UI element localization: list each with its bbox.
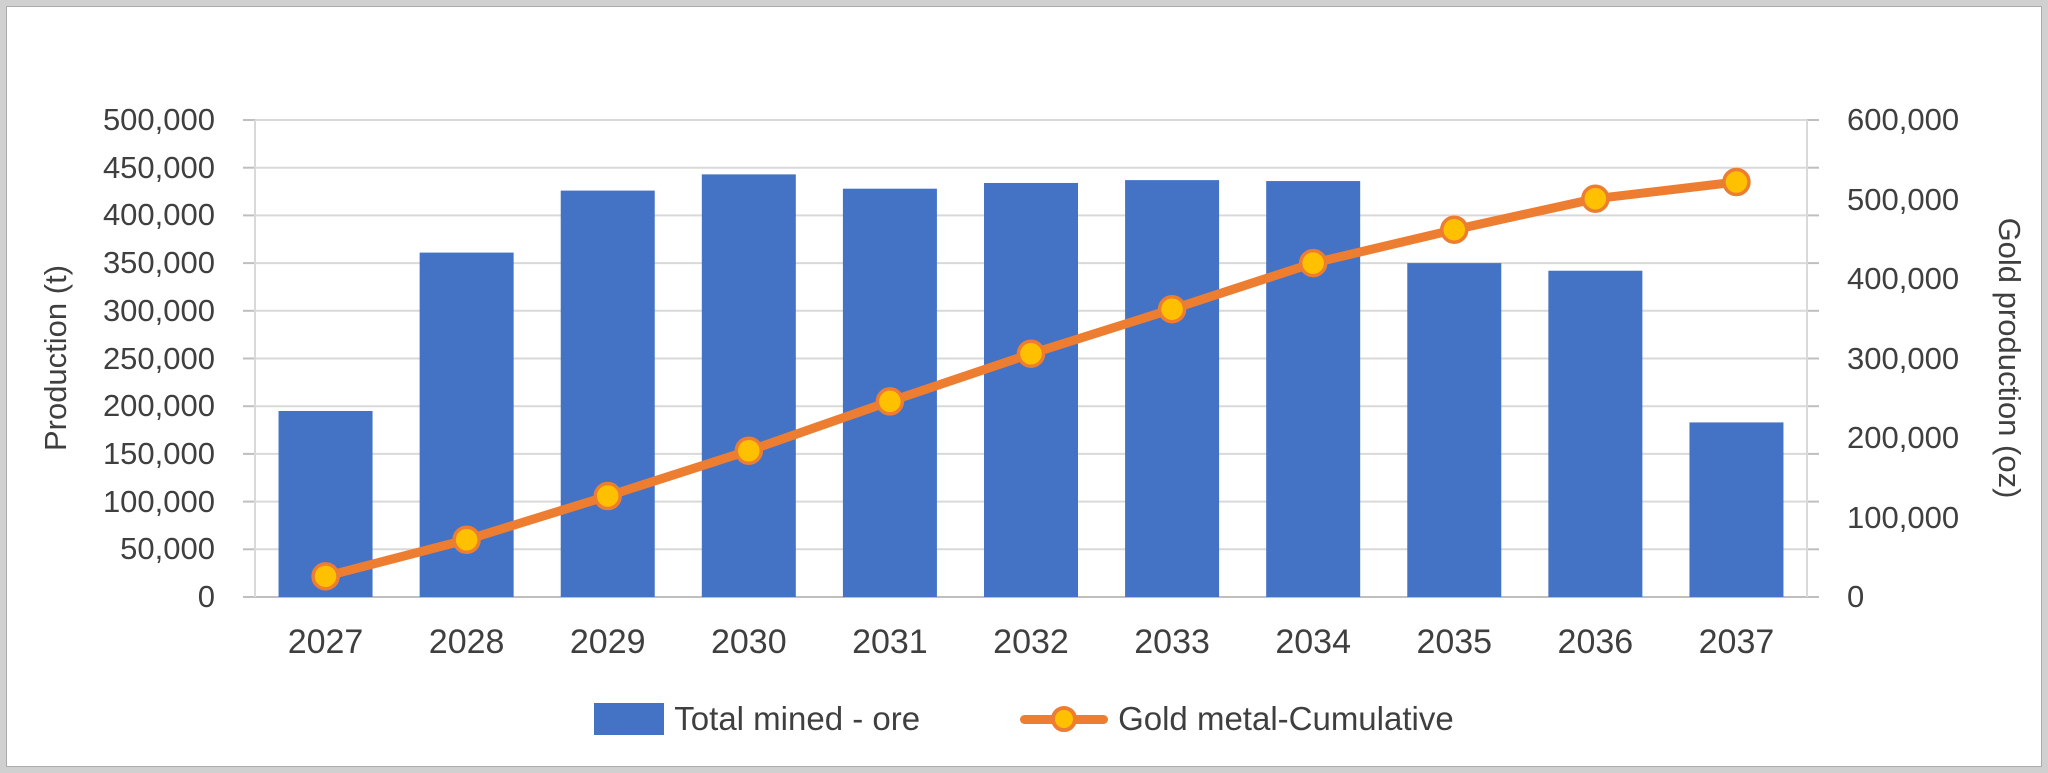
left-axis-tick-label: 350,000 — [102, 245, 215, 281]
x-axis-label: 2036 — [1557, 623, 1634, 661]
legend-marker-icon — [1051, 706, 1078, 732]
line-marker-2032[interactable] — [1016, 339, 1046, 368]
legend-bar-swatch-icon — [594, 703, 665, 735]
right-axis-title: Gold production (oz) — [1992, 217, 2027, 499]
bar-2036[interactable] — [1548, 270, 1643, 597]
left-axis-tick-label: 200,000 — [102, 388, 215, 424]
x-axis-label: 2032 — [993, 623, 1069, 661]
x-axis-label: 2035 — [1416, 623, 1493, 661]
line-marker-2035[interactable] — [1440, 215, 1469, 244]
line-marker-2028[interactable] — [452, 525, 481, 555]
bar-2037[interactable] — [1689, 422, 1784, 597]
line-marker-2031[interactable] — [875, 387, 905, 416]
left-axis-tick-label: 50,000 — [120, 531, 215, 567]
x-axis-label: 2037 — [1698, 623, 1775, 661]
legend-label-total-mined-ore: Total mined - ore — [674, 700, 921, 737]
line-marker-2034[interactable] — [1298, 248, 1328, 278]
line-marker-2037[interactable] — [1722, 167, 1751, 197]
x-axis-label: 2028 — [428, 623, 505, 661]
line-marker-2030[interactable] — [734, 436, 764, 465]
left-axis-tick-label: 150,000 — [102, 435, 215, 471]
line-marker-2027[interactable] — [311, 562, 340, 591]
left-axis-tick-label: 500,000 — [102, 102, 215, 137]
x-axis-label: 2033 — [1134, 623, 1210, 661]
bar-2029[interactable] — [560, 190, 655, 597]
right-axis-tick-label: 400,000 — [1847, 261, 1960, 296]
line-marker-2029[interactable] — [593, 481, 622, 511]
right-axis-tick-label: 100,000 — [1847, 499, 1960, 535]
bar-2032[interactable] — [984, 182, 1078, 598]
x-axis-label: 2027 — [287, 623, 364, 661]
x-axis-label: 2029 — [569, 623, 646, 661]
legend-item-gold-metal-cumulative[interactable]: Gold metal-Cumulative — [1020, 700, 1454, 738]
right-axis-tick-label: 300,000 — [1847, 340, 1960, 376]
bar-2030[interactable] — [701, 174, 796, 598]
right-axis-tick-label: 0 — [1847, 579, 1865, 614]
legend-item-total-mined-ore[interactable]: Total mined - ore — [594, 700, 920, 738]
x-axis-label: 2030 — [710, 623, 787, 661]
legend: Total mined - ore Gold metal-Cumulative — [0, 700, 2048, 738]
right-axis-tick-label: 500,000 — [1847, 181, 1960, 217]
legend-line-swatch-icon — [1020, 706, 1109, 732]
line-marker-2036[interactable] — [1581, 184, 1610, 213]
right-axis-tick-label: 600,000 — [1847, 102, 1960, 137]
x-axis-label: 2034 — [1275, 623, 1351, 661]
left-axis-tick-label: 100,000 — [102, 483, 215, 519]
left-axis-tick-label: 250,000 — [102, 340, 215, 376]
x-axis-label: 2031 — [852, 623, 928, 661]
legend-label-gold-metal-cumulative: Gold metal-Cumulative — [1118, 700, 1454, 737]
left-axis-tick-label: 300,000 — [102, 292, 215, 328]
left-axis-tick-label: 450,000 — [102, 149, 215, 185]
line-marker-2033[interactable] — [1157, 294, 1187, 324]
right-axis-tick-label: 200,000 — [1847, 420, 1960, 455]
bar-2035[interactable] — [1407, 263, 1502, 597]
bar-2033[interactable] — [1125, 180, 1220, 598]
left-axis-tick-label: 0 — [197, 579, 215, 614]
left-axis-tick-label: 400,000 — [102, 197, 215, 233]
